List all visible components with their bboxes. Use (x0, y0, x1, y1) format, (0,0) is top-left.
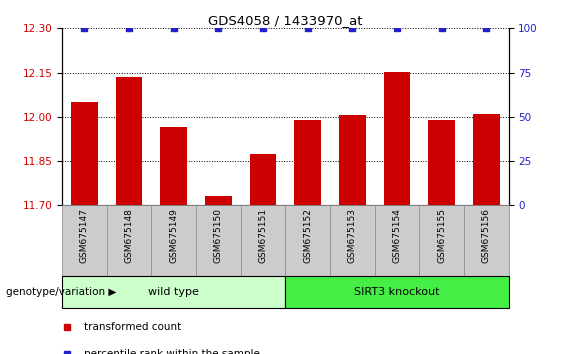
Point (392, 25, 401, 31)
Bar (196, 205, 241, 276)
Text: GSM675152: GSM675152 (303, 208, 312, 263)
Text: GSM675147: GSM675147 (80, 208, 89, 263)
Text: percentile rank within the sample: percentile rank within the sample (85, 349, 260, 354)
Bar (285, 276, 508, 308)
Bar (473, 114, 499, 205)
Text: GSM675155: GSM675155 (437, 208, 446, 263)
Bar (116, 77, 142, 205)
Bar (294, 120, 321, 205)
Text: wild type: wild type (148, 287, 199, 297)
Bar (151, 205, 196, 276)
Bar (205, 196, 232, 205)
Text: GSM675150: GSM675150 (214, 208, 223, 263)
Text: GSM675156: GSM675156 (482, 208, 490, 263)
Point (437, 25, 446, 31)
Title: GDS4058 / 1433970_at: GDS4058 / 1433970_at (208, 14, 363, 27)
Point (170, 25, 179, 31)
Bar (330, 205, 375, 276)
Bar (339, 115, 366, 205)
Point (481, 25, 490, 31)
Text: GSM675154: GSM675154 (393, 208, 401, 263)
Bar (285, 205, 330, 276)
Bar (241, 205, 285, 276)
Bar (71, 102, 98, 205)
Text: SIRT3 knockout: SIRT3 knockout (354, 287, 440, 297)
Point (303, 25, 312, 31)
Bar (419, 205, 464, 276)
Text: genotype/variation ▶: genotype/variation ▶ (6, 287, 116, 297)
Point (348, 25, 357, 31)
Bar (160, 127, 187, 205)
Text: GSM675148: GSM675148 (125, 208, 133, 263)
Bar (250, 154, 276, 205)
Text: GSM675153: GSM675153 (348, 208, 357, 263)
Bar (62, 276, 285, 308)
Point (125, 25, 134, 31)
Text: GSM675149: GSM675149 (170, 208, 178, 263)
Bar (375, 205, 419, 276)
Bar (107, 205, 151, 276)
Text: transformed count: transformed count (85, 321, 182, 332)
Bar (428, 120, 455, 205)
Bar (464, 205, 508, 276)
Bar (62, 205, 107, 276)
Point (80, 25, 89, 31)
Text: GSM675151: GSM675151 (259, 208, 267, 263)
Point (214, 25, 223, 31)
Bar (384, 72, 410, 205)
Point (259, 25, 268, 31)
